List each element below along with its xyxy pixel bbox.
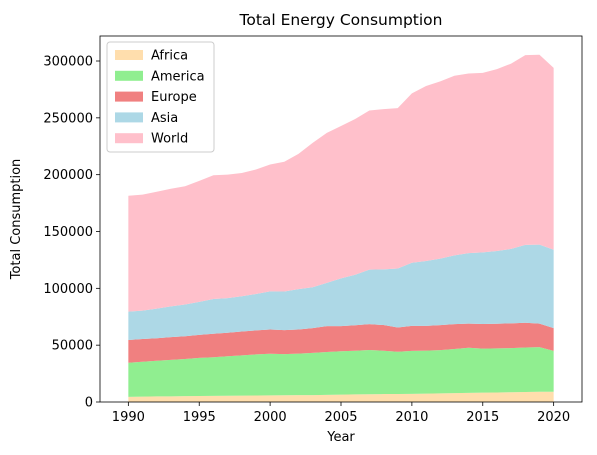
y-tick-label: 0 [85,396,93,411]
area-world [128,54,554,312]
legend: Africa America Europe Asia World [106,41,215,153]
legend-box [106,41,215,153]
legend-swatch-europe [115,91,143,102]
legend-label-europe: Europe [151,90,197,105]
area-america [128,347,554,397]
area-layers [128,54,554,402]
x-tick-label: 1990 [112,410,145,425]
y-tick-label: 250000 [43,111,93,126]
y-tick-label: 150000 [43,225,93,240]
legend-swatch-africa [115,50,143,60]
y-tick-label: 100000 [43,282,93,297]
x-tick-label: 2015 [466,410,499,425]
axis-ticks: 1990 1995 2000 2005 2010 2015 2020 0 50000 100000… [43,55,570,425]
legend-swatch-asia [115,112,143,123]
x-tick-label: 2010 [395,410,428,425]
chart-title: Total Energy Consumption [239,11,443,29]
y-tick-label: 50000 [52,339,93,354]
plot-frame [99,35,583,403]
area-europe [128,322,554,363]
legend-swatch-america [115,70,143,81]
y-tick-label: 300000 [43,55,93,70]
legend-swatch-world [115,133,143,144]
y-tick-label: 200000 [43,168,93,183]
legend-label-africa: Africa [151,49,188,64]
legend-label-america: America [151,69,205,84]
y-axis-label: Total Consumption [9,159,24,281]
x-tick-label: 2005 [324,410,357,425]
x-axis-label: Year [326,430,355,445]
x-tick-label: 2020 [537,410,570,425]
x-tick-label: 2000 [254,410,287,425]
area-asia [128,244,554,341]
legend-label-asia: Asia [151,111,178,126]
legend-label-world: World [151,132,188,147]
area-africa [128,391,554,402]
x-tick-label: 1995 [183,410,216,425]
